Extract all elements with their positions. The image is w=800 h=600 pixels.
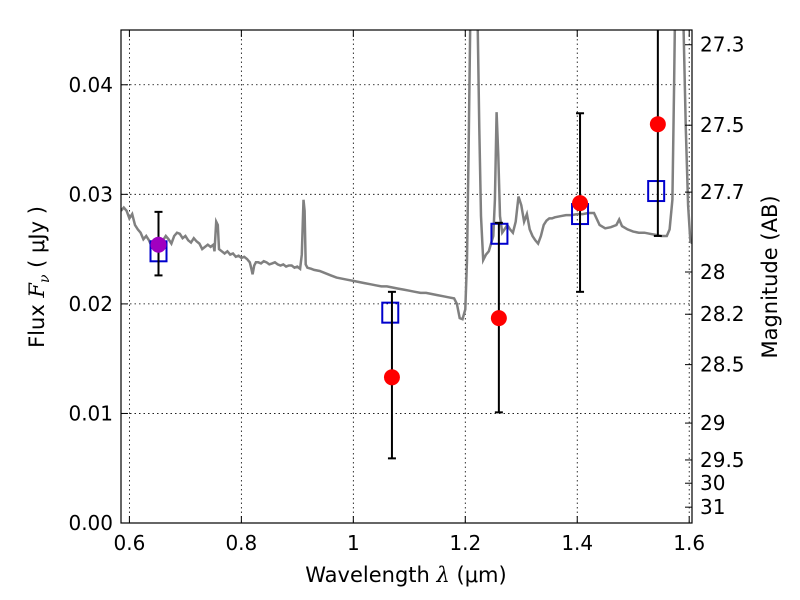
mag-tick-label: 29 — [700, 411, 725, 435]
y2-axis-label: Magnitude (AB) — [758, 195, 782, 358]
y-tick-label: 0.01 — [68, 401, 113, 425]
mag-tick-label: 28.5 — [700, 353, 745, 377]
mag-tick-label: 27.5 — [700, 113, 745, 137]
y-tick-label: 0.00 — [68, 511, 113, 535]
model-spectrum-line — [121, 30, 692, 321]
mag-tick-label: 28 — [700, 260, 725, 284]
y-axis-label: Flux Fν ( μJy ) — [25, 206, 53, 348]
grid — [121, 30, 692, 523]
plot-area — [121, 30, 692, 321]
observed-circle-marker — [383, 369, 400, 386]
model-square-marker — [647, 180, 666, 203]
mag-tick-label: 28.2 — [700, 302, 745, 326]
axis-ticks: 0.6 0.8 1 1.2 1.4 1.6 0.00 0.01 0.02 0.03 0.04 27.3… — [68, 30, 745, 555]
x-tick-label: 1.2 — [449, 531, 481, 555]
observed-circle-marker — [649, 116, 666, 133]
mag-tick-label: 27.3 — [700, 33, 745, 57]
x-tick-label: 1.4 — [561, 531, 593, 555]
observed-circle-marker — [150, 236, 167, 253]
mag-tick-label: 29.5 — [700, 448, 745, 472]
plot-frame — [120, 29, 693, 524]
data-markers — [149, 30, 666, 460]
mag-tick-label: 27.7 — [700, 180, 745, 204]
model-square-marker — [381, 301, 400, 324]
x-tick-label: 1.6 — [673, 531, 705, 555]
mag-tick-label: 30 — [700, 471, 725, 495]
y-tick-label: 0.02 — [68, 292, 113, 316]
y-tick-label: 0.04 — [68, 73, 113, 97]
x-tick-label: 0.8 — [225, 531, 257, 555]
mag-tick-label: 31 — [700, 495, 725, 519]
x-tick-label: 1 — [347, 531, 360, 555]
y-tick-label: 0.03 — [68, 182, 113, 206]
x-tick-label: 0.6 — [113, 531, 145, 555]
observed-circle-marker — [572, 195, 589, 212]
x-axis-label: Wavelength λ (μm) — [305, 563, 506, 587]
observed-circle-marker — [490, 310, 507, 327]
